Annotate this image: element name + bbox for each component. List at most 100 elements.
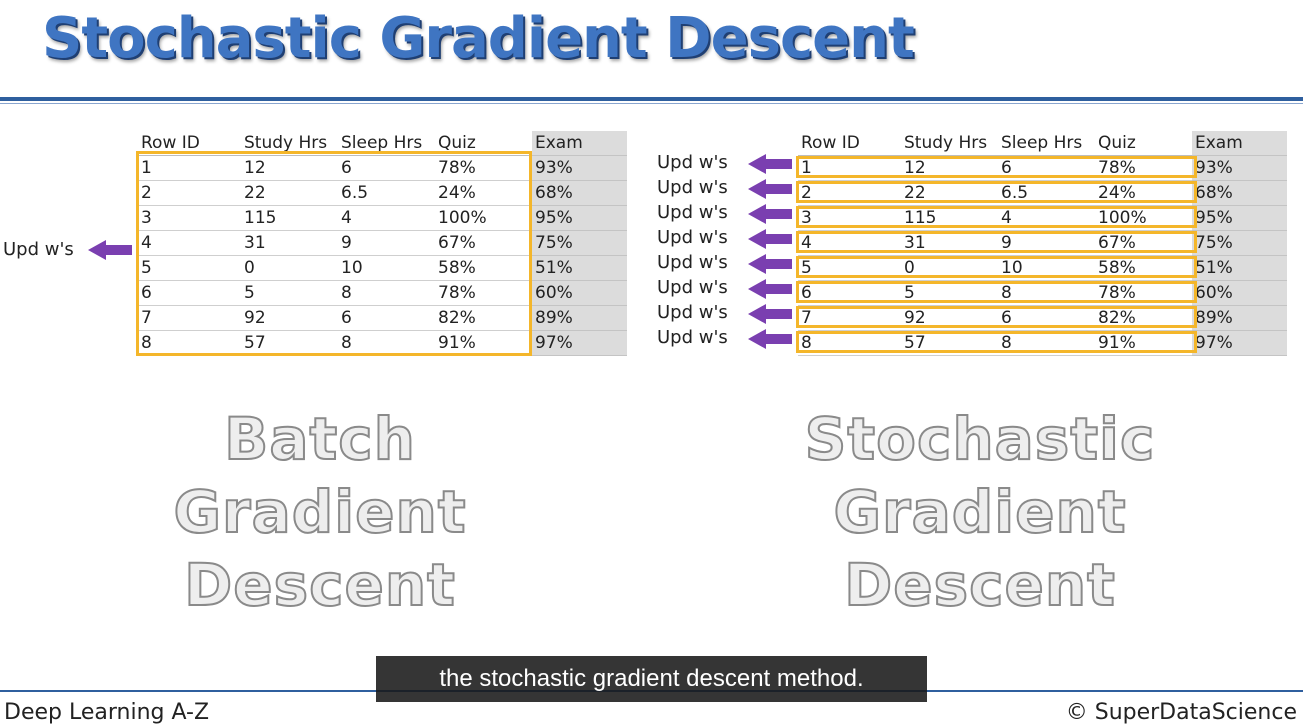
cell-quiz: 78%: [435, 280, 532, 306]
cell-study-hrs: 12: [241, 155, 338, 181]
cell-sleep-hrs: 6.5: [338, 180, 435, 206]
course-name: Deep Learning A-Z: [4, 700, 210, 725]
row-highlight-box: [796, 256, 1197, 278]
batch-highlight-box: [136, 151, 532, 356]
cell-exam: 89%: [532, 305, 627, 331]
stochastic-update-arrow-icon: [748, 229, 792, 249]
cell-exam: 68%: [532, 180, 627, 206]
table-row: 7 92 6 82% 89%: [138, 305, 627, 331]
col-header-study-hrs: Study Hrs: [901, 131, 998, 156]
cell-exam: 93%: [1192, 155, 1287, 181]
cell-quiz: 82%: [435, 305, 532, 331]
table-header-row: Row ID Study Hrs Sleep Hrs Quiz Exam: [798, 131, 1287, 156]
batch-heading-line2: Gradient: [172, 477, 467, 547]
slide-title: Stochastic Gradient Descent: [42, 6, 915, 71]
stochastic-update-label: Upd w's: [657, 202, 728, 223]
cell-exam: 93%: [532, 155, 627, 181]
col-header-row-id: Row ID: [798, 131, 901, 156]
stochastic-update-label: Upd w's: [657, 252, 728, 273]
row-highlight-box: [796, 181, 1197, 203]
batch-data-table: Row ID Study Hrs Sleep Hrs Quiz Exam 1 12…: [138, 131, 627, 356]
cell-exam: 95%: [532, 205, 627, 231]
table-row: 1 12 6 78% 93%: [138, 155, 627, 181]
table-row: 4 31 9 67% 75%: [138, 230, 627, 256]
stochastic-heading-line3: Descent: [843, 550, 1116, 620]
table-row: 6 5 8 78% 60%: [138, 280, 627, 306]
cell-study-hrs: 31: [241, 230, 338, 256]
row-highlight-box: [796, 206, 1197, 228]
cell-row-id: 2: [138, 180, 241, 206]
cell-exam: 75%: [532, 230, 627, 256]
cell-exam: 51%: [1192, 255, 1287, 281]
row-highlight-box: [796, 331, 1197, 353]
col-header-exam: Exam: [1192, 131, 1287, 156]
cell-quiz: 24%: [435, 180, 532, 206]
cell-exam: 60%: [532, 280, 627, 306]
table-row: 2 22 6.5 24% 68%: [138, 180, 627, 206]
cell-sleep-hrs: 4: [338, 205, 435, 231]
col-header-exam: Exam: [532, 131, 627, 156]
stochastic-update-arrow-icon: [748, 279, 792, 299]
cell-row-id: 1: [138, 155, 241, 181]
batch-update-arrow-icon: [88, 240, 132, 260]
stochastic-update-arrow-icon: [748, 329, 792, 349]
table-row: 3 115 4 100% 95%: [138, 205, 627, 231]
copyright: © SuperDataScience: [1065, 700, 1297, 725]
row-highlight-box: [796, 156, 1197, 178]
table-row: 8 57 8 91% 97%: [138, 330, 627, 356]
stochastic-update-arrow-icon: [748, 179, 792, 199]
stochastic-update-label: Upd w's: [657, 277, 728, 298]
cell-exam: 97%: [532, 330, 627, 356]
row-highlight-box: [796, 281, 1197, 303]
table-row: 5 0 10 58% 51%: [138, 255, 627, 281]
stochastic-heading-line2: Gradient: [832, 477, 1127, 547]
cell-row-id: 3: [138, 205, 241, 231]
stochastic-heading-line1: Stochastic: [804, 404, 1156, 474]
stochastic-update-label: Upd w's: [657, 152, 728, 173]
cell-sleep-hrs: 8: [338, 280, 435, 306]
stochastic-update-arrow-icon: [748, 254, 792, 274]
stochastic-update-label: Upd w's: [657, 177, 728, 198]
cell-study-hrs: 92: [241, 305, 338, 331]
stochastic-update-arrow-icon: [748, 154, 792, 174]
stochastic-update-arrow-icon: [748, 204, 792, 224]
batch-heading-line3: Descent: [183, 550, 456, 620]
cell-row-id: 7: [138, 305, 241, 331]
cell-exam: 75%: [1192, 230, 1287, 256]
batch-gd-heading: Batch Gradient Descent: [110, 403, 530, 622]
cell-quiz: 78%: [435, 155, 532, 181]
cell-exam: 51%: [532, 255, 627, 281]
title-divider-thin: [0, 103, 1303, 104]
cell-quiz: 58%: [435, 255, 532, 281]
cell-exam: 68%: [1192, 180, 1287, 206]
stochastic-update-arrow-icon: [748, 304, 792, 324]
stochastic-update-label: Upd w's: [657, 327, 728, 348]
cell-quiz: 100%: [435, 205, 532, 231]
row-highlight-box: [796, 306, 1197, 328]
cell-quiz: 67%: [435, 230, 532, 256]
cell-study-hrs: 115: [241, 205, 338, 231]
table-row: 5 0 10 58% 51%: [798, 255, 1287, 281]
cell-sleep-hrs: 6: [338, 305, 435, 331]
cell-sleep-hrs: 9: [338, 230, 435, 256]
stochastic-update-label: Upd w's: [657, 302, 728, 323]
cell-study-hrs: 22: [241, 180, 338, 206]
row-highlight-box: [796, 231, 1197, 253]
title-divider: [0, 97, 1303, 101]
cell-exam: 95%: [1192, 205, 1287, 231]
cell-exam: 60%: [1192, 280, 1287, 306]
cell-row-id: 5: [138, 255, 241, 281]
cell-exam: 89%: [1192, 305, 1287, 331]
cell-row-id: 4: [138, 230, 241, 256]
stochastic-gd-heading: Stochastic Gradient Descent: [760, 403, 1200, 622]
cell-quiz: 91%: [435, 330, 532, 356]
col-header-quiz: Quiz: [1095, 131, 1192, 156]
batch-heading-line1: Batch: [223, 404, 416, 474]
cell-sleep-hrs: 6: [338, 155, 435, 181]
batch-update-label: Upd w's: [3, 239, 74, 260]
cell-exam: 97%: [1192, 330, 1287, 356]
video-caption: the stochastic gradient descent method.: [376, 656, 927, 702]
col-header-sleep-hrs: Sleep Hrs: [998, 131, 1095, 156]
cell-row-id: 6: [138, 280, 241, 306]
cell-study-hrs: 5: [241, 280, 338, 306]
